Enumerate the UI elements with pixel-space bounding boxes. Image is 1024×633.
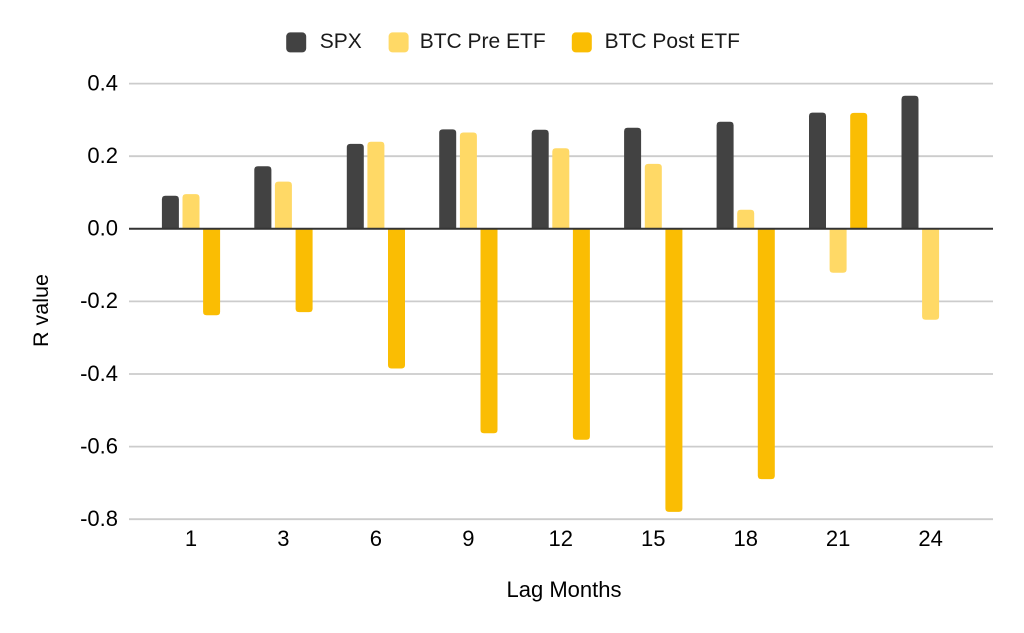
svg-text:6: 6 — [370, 526, 382, 551]
svg-text:-0.4: -0.4 — [80, 361, 118, 386]
svg-text:SPX: SPX — [320, 30, 362, 53]
svg-text:BTC Post ETF: BTC Post ETF — [605, 30, 740, 53]
svg-text:15: 15 — [641, 526, 665, 551]
svg-text:-0.8: -0.8 — [80, 506, 118, 531]
svg-text:0.4: 0.4 — [87, 70, 118, 95]
svg-text:24: 24 — [918, 526, 942, 551]
svg-text:-0.2: -0.2 — [80, 288, 118, 313]
svg-text:12: 12 — [549, 526, 573, 551]
svg-text:1: 1 — [185, 526, 197, 551]
svg-text:0.2: 0.2 — [87, 143, 118, 168]
svg-text:21: 21 — [826, 526, 850, 551]
svg-text:BTC Pre ETF: BTC Pre ETF — [420, 30, 546, 53]
svg-text:-0.6: -0.6 — [80, 433, 118, 458]
svg-text:R value: R value — [29, 274, 53, 347]
svg-text:18: 18 — [733, 526, 757, 551]
svg-text:Lag Months: Lag Months — [507, 577, 622, 602]
svg-text:3: 3 — [277, 526, 289, 551]
svg-text:9: 9 — [462, 526, 474, 551]
svg-text:0.0: 0.0 — [87, 216, 118, 241]
